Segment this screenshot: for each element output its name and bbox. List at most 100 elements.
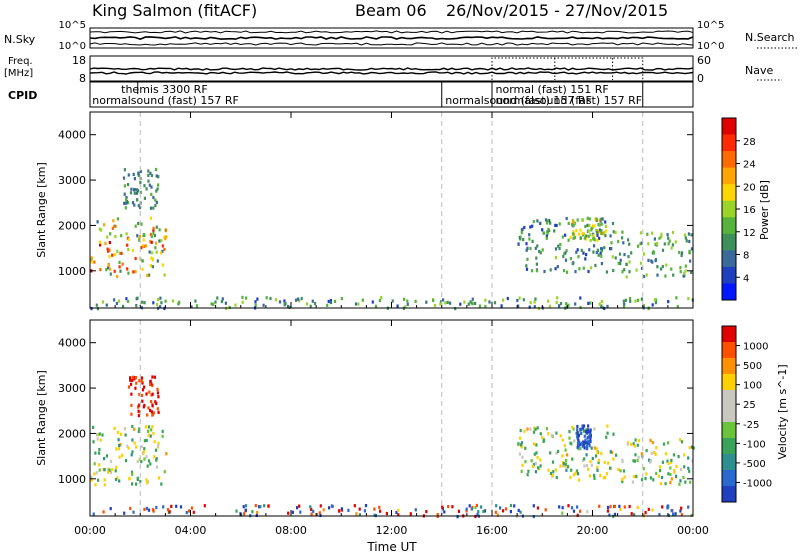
vel-cell-3	[589, 460, 592, 464]
power-cell-3	[542, 231, 546, 235]
power-panel: 1000 2000 3000 4000 Slant Range [km]	[35, 111, 694, 311]
power-cell-1	[145, 187, 148, 191]
power-cell-2	[675, 296, 678, 300]
power-cell-4	[581, 231, 584, 235]
power-cell-3	[549, 268, 552, 272]
power-ytick-label: 3000	[58, 174, 86, 187]
power-cell-1	[135, 188, 138, 192]
power-colorbar-swatches: 28 24 20 16 12 8 4	[721, 117, 756, 301]
vel-ytick-label: 1000	[58, 473, 86, 486]
velocity-panel: 1000 2000 3000 4000 Slant Range [km]	[35, 319, 695, 519]
power-cell-1	[133, 191, 136, 195]
vel-cell-1	[156, 391, 159, 395]
vel-cell-5	[675, 465, 678, 469]
vel-cell-1	[156, 407, 159, 411]
power-cell-0	[151, 258, 154, 262]
vel-cell-0	[137, 429, 140, 433]
vel-cell-5	[664, 482, 667, 486]
vel-cell-3	[518, 452, 522, 456]
power-cell-0	[119, 269, 122, 273]
power-cell-1	[124, 206, 127, 210]
power-cell-0	[134, 256, 137, 261]
power-cell-3	[600, 254, 603, 258]
power-cell-3	[596, 248, 599, 252]
power-cell-5	[639, 261, 643, 265]
vel-cell-2	[373, 513, 376, 517]
vel-colorbar-tick-label: 25	[743, 400, 756, 411]
vel-cell-2	[168, 510, 171, 514]
vel-cell-0	[149, 434, 152, 438]
power-cell-3	[586, 223, 589, 227]
power-cell-0	[141, 259, 144, 263]
vel-cell-2	[509, 503, 513, 508]
power-cell-3	[539, 221, 542, 225]
vel-cell-5	[654, 452, 657, 456]
vel-cell-5	[662, 442, 666, 446]
vel-cell-3	[523, 429, 526, 433]
power-cell-3	[556, 265, 559, 269]
power-cell-2	[234, 303, 237, 307]
vel-cell-0	[108, 468, 111, 472]
power-colorbar-tick-label: 24	[743, 160, 756, 171]
power-cell-2	[484, 304, 487, 309]
power-cell-5	[656, 273, 659, 277]
power-cell-2	[432, 298, 435, 303]
vel-cell-0	[97, 478, 100, 482]
power-cell-4	[604, 229, 607, 233]
vel-cell-4	[587, 428, 590, 432]
vel-cell-5	[642, 467, 645, 471]
power-ylabel: Slant Range [km]	[35, 162, 48, 258]
power-cell-2	[533, 300, 536, 304]
vel-cell-0	[147, 480, 150, 484]
power-cell-4	[600, 229, 603, 233]
power-cell-2	[634, 299, 637, 303]
power-cell-5	[690, 247, 693, 251]
vel-cell-0	[145, 438, 148, 443]
vel-cell-3	[612, 457, 615, 461]
power-cell-0	[138, 238, 141, 242]
vel-cell-3	[518, 436, 521, 440]
power-cell-3	[555, 223, 558, 228]
vel-cell-3	[561, 454, 564, 458]
vel-cell-4	[587, 424, 590, 428]
power-cell-0	[160, 239, 163, 243]
vel-cell-0	[142, 450, 145, 454]
vel-cell-3	[554, 468, 557, 472]
power-cell-0	[107, 263, 110, 267]
vel-cell-2	[255, 513, 258, 517]
power-colorbar-swatch	[722, 118, 736, 135]
vel-cell-0	[116, 430, 119, 435]
power-cell-3	[576, 248, 579, 252]
power-cell-3	[600, 249, 603, 253]
power-cell-2	[283, 299, 286, 303]
power-cell-0	[149, 240, 152, 244]
vel-cell-3	[594, 454, 598, 458]
power-cell-3	[546, 221, 549, 225]
vel-cell-0	[135, 445, 138, 449]
vel-cell-2	[358, 507, 361, 511]
vel-cell-3	[519, 429, 522, 433]
power-cell-2	[374, 304, 378, 308]
power-cell-0	[114, 224, 117, 228]
vel-cell-2	[606, 509, 609, 513]
power-cell-3	[531, 224, 534, 228]
power-cell-3	[521, 227, 524, 231]
vel-cell-0	[115, 447, 118, 451]
power-cell-5	[660, 232, 663, 236]
power-cell-2	[622, 305, 625, 309]
vel-cell-5	[664, 452, 667, 456]
power-cell-3	[612, 268, 615, 273]
power-cell-1	[130, 187, 133, 191]
vel-cell-3	[578, 478, 581, 482]
power-cell-2	[241, 295, 244, 299]
power-cell-2	[488, 300, 491, 304]
power-cell-3	[528, 233, 531, 237]
power-cell-2	[533, 305, 536, 309]
vel-cell-2	[480, 505, 483, 509]
power-cell-2	[654, 301, 657, 305]
power-cell-2	[265, 296, 268, 300]
vel-cell-2	[579, 509, 582, 513]
vel-cell-2	[330, 504, 333, 508]
